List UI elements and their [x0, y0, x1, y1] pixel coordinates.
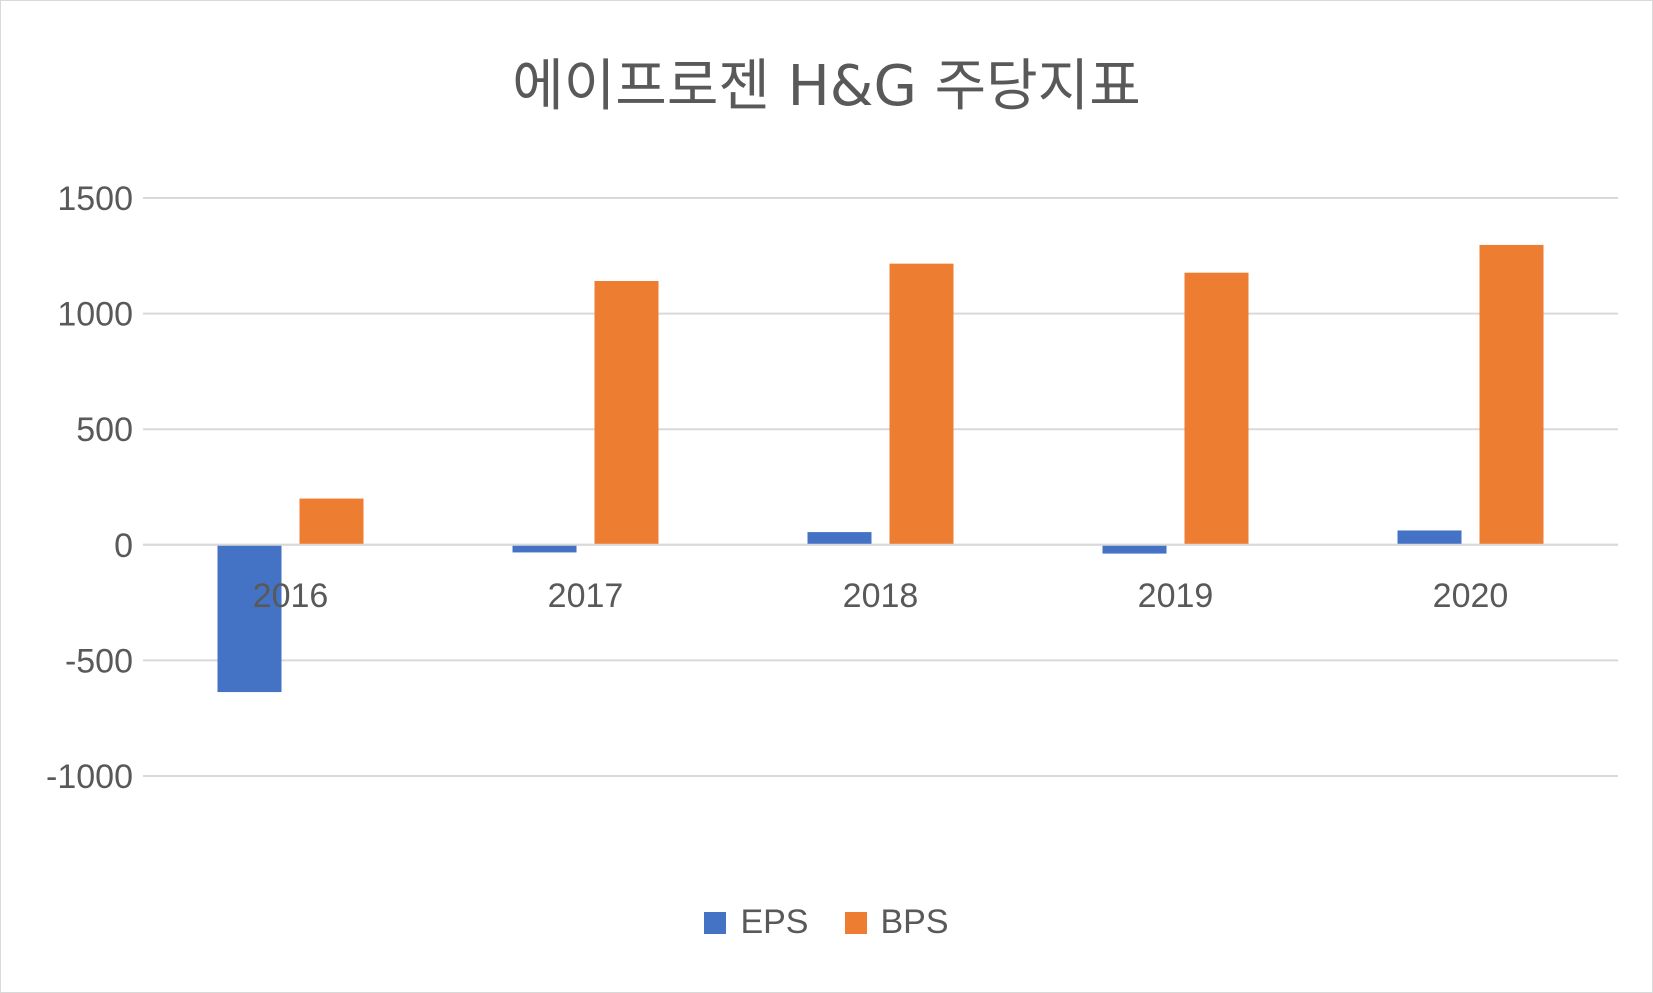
bar-eps-2017: [512, 544, 577, 553]
x-tick-label: 2017: [548, 577, 624, 615]
legend-label: BPS: [880, 903, 949, 941]
bar-bps-2020: [1479, 244, 1544, 545]
bar-eps-2016: [217, 544, 282, 693]
y-tick-label: 500: [76, 411, 133, 449]
y-tick-label: -1000: [46, 758, 133, 796]
x-tick-label: 2018: [843, 577, 919, 615]
legend-item-bps: BPS: [844, 903, 949, 942]
y-tick-label: 0: [114, 527, 133, 565]
y-tick-label: 1000: [57, 296, 133, 334]
legend-swatch: [844, 911, 867, 934]
chart-legend: EPS BPS: [1, 903, 1652, 942]
legend-swatch: [704, 911, 727, 934]
y-tick-label: 1500: [57, 180, 133, 218]
bar-eps-2018: [807, 532, 872, 545]
x-tick-label: 2019: [1138, 577, 1214, 615]
bar-eps-2019: [1102, 544, 1167, 554]
bar-bps-2016: [299, 498, 364, 545]
x-tick-label: 2020: [1433, 577, 1509, 615]
x-tick-label: 2016: [253, 577, 329, 615]
chart-title: 에이프로젠 H&G 주당지표: [512, 54, 1141, 119]
y-tick-label: -500: [65, 642, 133, 680]
bar-eps-2020: [1397, 530, 1462, 545]
legend-label: EPS: [740, 903, 809, 941]
legend-item-eps: EPS: [704, 903, 809, 942]
bar-bps-2017: [594, 281, 659, 545]
bar-bps-2019: [1184, 272, 1249, 545]
bar-bps-2018: [889, 263, 954, 545]
